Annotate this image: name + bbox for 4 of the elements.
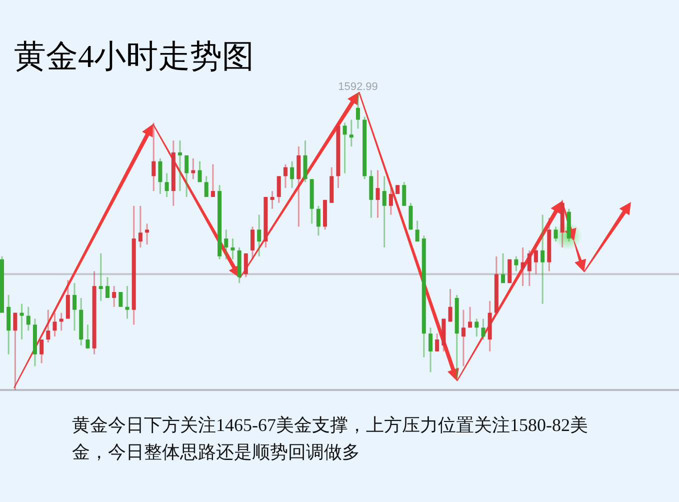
text: 黄金今日下方关注1465-67美金支撑，上方压力位置关注1580-82美金，今日整体思路还是顺势回调做多 bbox=[72, 414, 589, 464]
annotation: 1592.99 bbox=[338, 81, 378, 93]
candlestick bbox=[118, 291, 123, 308]
chart-title: 黄金4小时走势图 bbox=[14, 38, 254, 74]
